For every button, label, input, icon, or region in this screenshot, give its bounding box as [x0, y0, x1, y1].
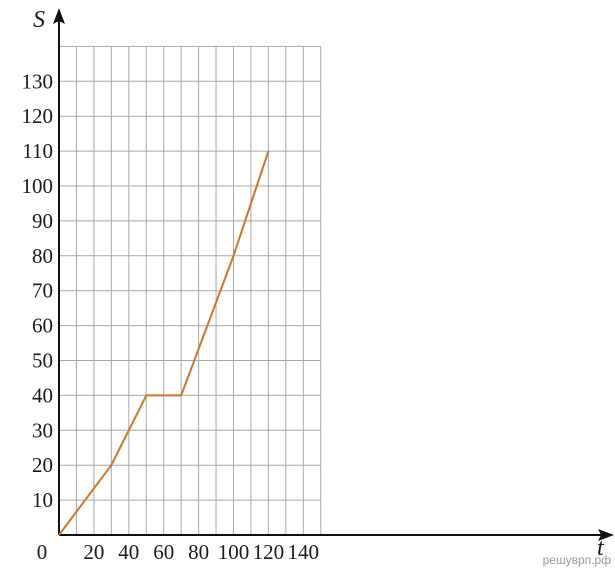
- watermark: решуврп.рф: [543, 553, 612, 567]
- y-tick-label: 20: [32, 453, 53, 477]
- y-tick-label: 110: [22, 139, 53, 163]
- tick-labels: 0 20 40 60 80 100 120 1401020304050607080901001…: [22, 69, 320, 564]
- y-tick-label: 70: [32, 279, 53, 303]
- x-axis-arrow: [598, 529, 614, 541]
- x-tick-label: 20: [83, 540, 104, 564]
- series-line: [58, 150, 270, 536]
- x-tick-label: 80: [188, 540, 209, 564]
- y-tick-label: 40: [32, 383, 53, 407]
- y-axis-label: S: [33, 7, 45, 33]
- y-tick-label: 130: [22, 69, 54, 93]
- axes: S t: [33, 7, 614, 561]
- y-tick-label: 100: [22, 174, 54, 198]
- y-tick-label: 10: [32, 488, 53, 512]
- x-axis-label: t: [597, 535, 605, 561]
- x-tick-label: 120: [253, 540, 285, 564]
- grid: [59, 45, 322, 535]
- x-tick-label: 0: [37, 540, 48, 564]
- y-tick-label: 60: [32, 314, 53, 338]
- y-tick-label: 90: [32, 209, 53, 233]
- y-tick-label: 80: [32, 244, 53, 268]
- x-tick-label: 140: [288, 540, 320, 564]
- y-axis-arrow: [53, 8, 65, 24]
- x-tick-label: 100: [218, 540, 250, 564]
- y-tick-label: 120: [22, 104, 54, 128]
- x-tick-label: 60: [153, 540, 174, 564]
- series: [58, 150, 270, 536]
- y-tick-label: 50: [32, 349, 53, 373]
- y-tick-label: 30: [32, 418, 53, 442]
- x-tick-label: 40: [118, 540, 139, 564]
